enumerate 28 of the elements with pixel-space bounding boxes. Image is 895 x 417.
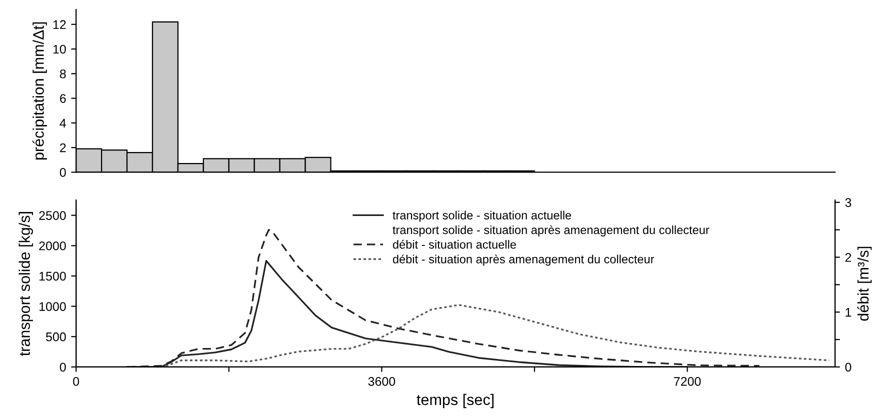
annotation: transport solide - situation après amenagement du collecteur xyxy=(392,225,710,236)
y-tick-label: 12 xyxy=(53,20,66,29)
y-tick-label: 500 xyxy=(46,332,66,342)
y-tick-label: 1500 xyxy=(40,272,66,281)
legend-label: débit - situation après amenagement du collecteur xyxy=(392,254,654,266)
y-tick-label: 0 xyxy=(60,168,66,177)
legend-label: transport solide - situation actuelle xyxy=(392,210,572,222)
y-tick-label: 2500 xyxy=(39,211,66,220)
y2-tick-label: 2 xyxy=(845,253,852,262)
y-tick-label: 0 xyxy=(60,362,66,372)
y2-tick-label: 3 xyxy=(845,198,852,208)
y-tick-label: 8 xyxy=(60,69,66,78)
y-tick-label: 2 xyxy=(60,143,66,152)
y-tick-label: 10 xyxy=(53,44,66,54)
y-tick-label: 2000 xyxy=(39,241,66,250)
y-axis-title: précipitation [mm/Δt] xyxy=(32,22,47,160)
y2-tick-label: 1 xyxy=(846,308,852,317)
legend-label: débit - situation actuelle xyxy=(392,240,516,249)
x-tick-label: 7200 xyxy=(674,377,701,386)
x-tick-label: 3600 xyxy=(368,377,396,386)
y-tick-label: 6 xyxy=(60,94,66,103)
y-tick-label: 4 xyxy=(60,118,66,128)
y-axis-title: transport solide [kg/s] xyxy=(18,212,33,356)
x-axis-title: temps [sec] xyxy=(416,394,494,408)
x-tick-label: 0 xyxy=(73,377,80,386)
y2-tick-label: 0 xyxy=(845,362,852,372)
y-tick-label: 1000 xyxy=(40,302,66,311)
y2-axis-title: débit [m³/s] xyxy=(857,246,872,321)
